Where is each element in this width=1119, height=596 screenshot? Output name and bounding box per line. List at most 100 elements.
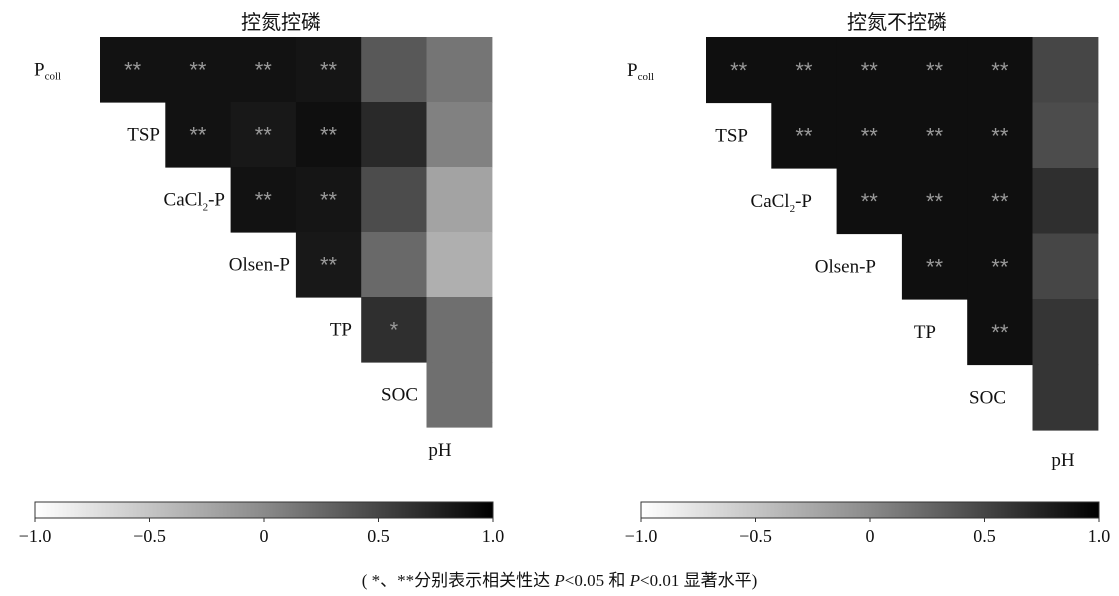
left-heatmap-panel: 控氮控磷 ** ** ** ** ** ** ** ** ** ** * Pcoll TSP CaCl2-… xyxy=(0,0,560,560)
heatmap-cell xyxy=(967,37,1034,104)
heatmap-cell xyxy=(100,37,166,103)
heatmap-cell xyxy=(901,233,968,300)
significance-marker: ** xyxy=(189,123,207,148)
row-label: Pcoll xyxy=(627,60,654,83)
heatmap-cell xyxy=(361,297,428,363)
significance-marker: ** xyxy=(255,188,273,213)
colorbar-tick-label: −0.5 xyxy=(133,526,166,546)
significance-marker: ** xyxy=(861,58,879,83)
caption-open: ( *、**分别表示相关性达 xyxy=(361,571,555,590)
colorbar-tick-label: 1.0 xyxy=(1088,526,1111,546)
row-label: TP xyxy=(914,322,936,343)
significance-marker: * xyxy=(390,318,399,343)
significance-marker: ** xyxy=(189,58,207,83)
row-label: TP xyxy=(330,320,352,341)
heatmap-cell xyxy=(426,167,493,233)
heatmap-cell xyxy=(901,37,968,104)
significance-marker: ** xyxy=(320,123,338,148)
caption-t1: <0.05 和 xyxy=(564,571,630,590)
significance-marker: ** xyxy=(861,189,879,214)
heatmap-cell xyxy=(1032,364,1099,431)
heatmap-cell xyxy=(1032,299,1099,366)
colorbar-tick-label: 1.0 xyxy=(482,526,505,546)
heatmap-cell xyxy=(901,168,968,235)
significance-marker: ** xyxy=(255,58,273,83)
heatmap-cell xyxy=(967,233,1034,300)
heatmap-cell xyxy=(771,102,838,169)
row-label: Pcoll xyxy=(34,60,61,83)
row-label-ph: pH xyxy=(1051,450,1075,471)
significance-marker: ** xyxy=(991,254,1009,279)
heatmap-cell xyxy=(426,362,493,428)
heatmap-cell xyxy=(1032,37,1099,104)
colorbar xyxy=(640,501,1100,519)
heatmap-cell xyxy=(361,167,428,233)
row-label: Olsen-P xyxy=(815,256,876,277)
heatmap-cell xyxy=(361,37,428,103)
heatmap-cell xyxy=(426,297,493,363)
row-label: TSP xyxy=(127,125,160,146)
row-label: SOC xyxy=(969,387,1006,408)
colorbar-tick-label: 0 xyxy=(866,526,875,546)
left-heatmap-title: 控氮控磷 xyxy=(241,12,321,34)
heatmap-cell xyxy=(295,102,362,168)
left-heatmap-svg: ** ** ** **** ** **** *****PcollTSPCaCl2-POlse… xyxy=(19,37,505,546)
significance-marker: ** xyxy=(991,189,1009,214)
heatmap-cells-1: ** ** ** ** ** ** ** ** ** ** ** ** ** ** ** Pcoll TSP Ca… xyxy=(625,37,1111,546)
right-heatmap-title: 控氮不控磷 xyxy=(847,12,947,34)
colorbar-tick-label: 0.5 xyxy=(973,526,996,546)
significance-marker: ** xyxy=(991,58,1009,83)
significance-marker: ** xyxy=(795,58,813,83)
heatmap-cell xyxy=(706,37,772,104)
significance-marker: ** xyxy=(926,123,944,148)
heatmap-cell xyxy=(295,232,362,298)
heatmap-cell xyxy=(1032,168,1099,235)
heatmap-cell xyxy=(901,102,968,169)
caption-t2: <0.01 显著水平) xyxy=(640,571,758,590)
heatmap-cell xyxy=(295,167,362,233)
heatmap-cell xyxy=(426,37,493,103)
colorbar-tick-label: 0 xyxy=(260,526,269,546)
row-label: SOC xyxy=(381,385,418,406)
significance-marker: ** xyxy=(991,320,1009,345)
heatmap-cell xyxy=(361,232,428,298)
colorbar-tick-label: 0.5 xyxy=(367,526,390,546)
significance-marker: ** xyxy=(861,123,879,148)
heatmap-cell xyxy=(230,102,297,168)
significance-marker: ** xyxy=(795,123,813,148)
row-label: CaCl2-P xyxy=(164,190,225,214)
colorbar-tick-label: −1.0 xyxy=(625,526,658,546)
heatmap-cell xyxy=(426,232,493,298)
row-label-ph: pH xyxy=(428,440,452,461)
heatmap-cell xyxy=(967,168,1034,235)
colorbar-tick-label: −0.5 xyxy=(739,526,772,546)
heatmap-cell xyxy=(165,102,232,168)
heatmap-cells-0: ** ** ** **** ** **** *****PcollTSPCaCl2-POlse… xyxy=(19,37,505,546)
heatmap-cell xyxy=(967,102,1034,169)
colorbar xyxy=(34,501,494,519)
heatmap-cell xyxy=(967,299,1034,366)
right-heatmap-panel: 控氮不控磷 ** ** ** ** ** ** ** ** ** ** ** ** ** ** ** Pcol… xyxy=(560,0,1119,560)
row-label: Olsen-P xyxy=(229,255,290,276)
significance-marker: ** xyxy=(926,189,944,214)
significance-marker: ** xyxy=(320,58,338,83)
significance-marker: ** xyxy=(730,58,748,83)
heatmap-cell xyxy=(165,37,232,103)
colorbar-tick-label: −1.0 xyxy=(19,526,52,546)
heatmap-cell xyxy=(836,37,903,104)
heatmap-cell xyxy=(361,102,428,168)
row-label: TSP xyxy=(715,125,748,146)
heatmap-cell xyxy=(1032,233,1099,300)
significance-marker: ** xyxy=(255,123,273,148)
significance-marker: ** xyxy=(926,254,944,279)
significance-marker: ** xyxy=(991,123,1009,148)
caption-p1: P xyxy=(554,571,565,590)
figure-caption: ( *、**分别表示相关性达 P<0.05 和 P<0.01 显著水平) xyxy=(0,566,1119,591)
significance-marker: ** xyxy=(320,188,338,213)
caption-p2: P xyxy=(629,571,641,590)
significance-marker: ** xyxy=(124,58,142,83)
heatmap-cell xyxy=(230,37,297,103)
heatmap-cell xyxy=(426,102,493,168)
heatmap-cell xyxy=(230,167,297,233)
heatmap-cell xyxy=(1032,102,1099,169)
